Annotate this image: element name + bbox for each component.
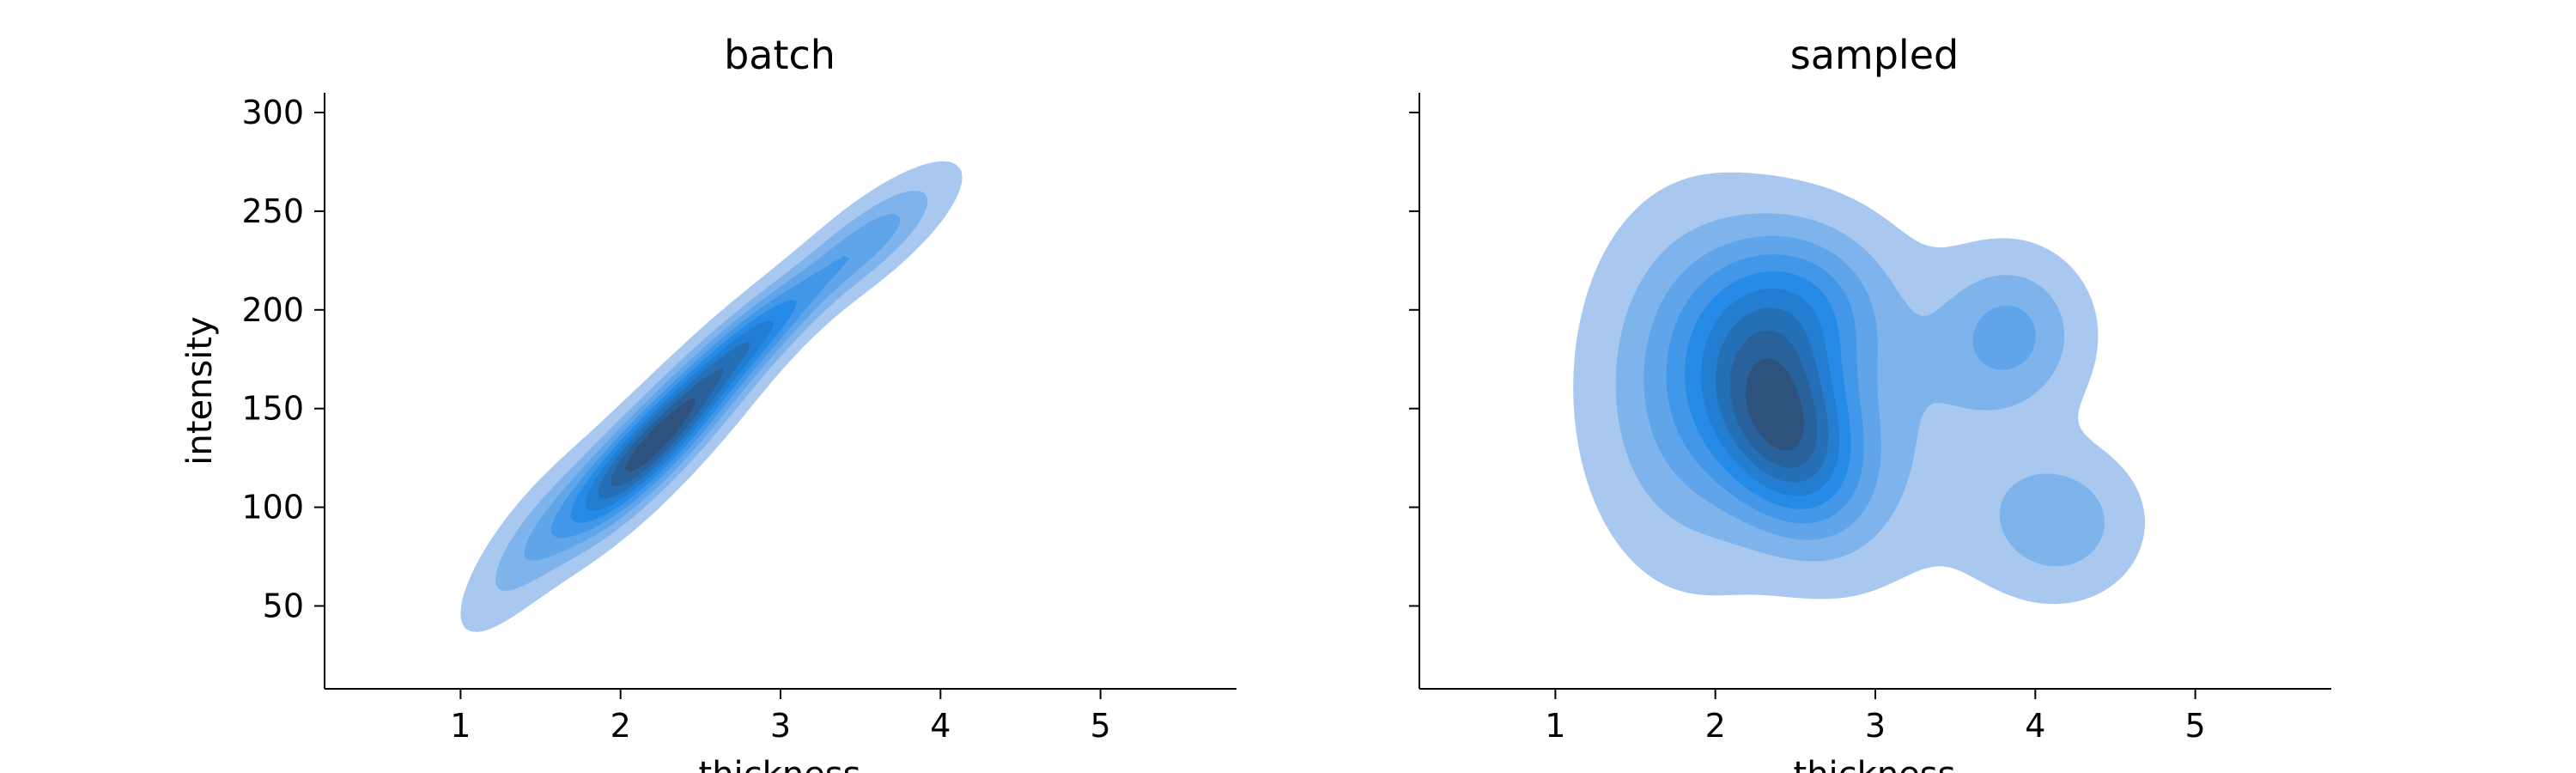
x-tick-label: 2	[611, 707, 631, 745]
y-tick-label: 300	[241, 94, 304, 131]
x-tick-label: 3	[1865, 707, 1886, 745]
x-tick-label: 4	[2025, 707, 2045, 745]
x-tick-label: 3	[770, 707, 791, 745]
kde-contours	[1573, 172, 2145, 605]
x-tick-label: 5	[2185, 707, 2206, 745]
x-tick-label: 4	[930, 707, 951, 745]
x-axis-label: thickness	[1794, 755, 1956, 773]
y-axis-ticks	[1409, 111, 1419, 607]
kde-contours	[460, 161, 963, 632]
x-tick-label: 1	[1545, 707, 1565, 745]
contour-level-9	[1746, 358, 1804, 451]
y-tick-label: 150	[241, 390, 304, 428]
y-tick-label: 100	[241, 489, 304, 526]
x-axis-label: thickness	[699, 755, 861, 773]
x-tick-label: 2	[1705, 707, 1726, 745]
panel-sampled: sampled 1 2 3 4 5 thickness	[1409, 32, 2331, 773]
panel-title: sampled	[1790, 32, 1959, 78]
y-axis-label: intensity	[180, 316, 220, 465]
panel-title: batch	[724, 32, 835, 78]
x-tick-label: 1	[450, 707, 471, 745]
y-tick-label: 200	[241, 291, 304, 329]
y-axis-ticks: 50 100 150 200 250 300	[241, 94, 325, 624]
x-axis-ticks: 1 2 3 4 5	[450, 689, 1111, 745]
y-tick-label: 50	[263, 587, 304, 624]
x-tick-label: 5	[1091, 707, 1111, 745]
contour-level-9	[625, 398, 696, 472]
y-tick-label: 250	[241, 192, 304, 230]
x-axis-ticks: 1 2 3 4 5	[1545, 689, 2206, 745]
